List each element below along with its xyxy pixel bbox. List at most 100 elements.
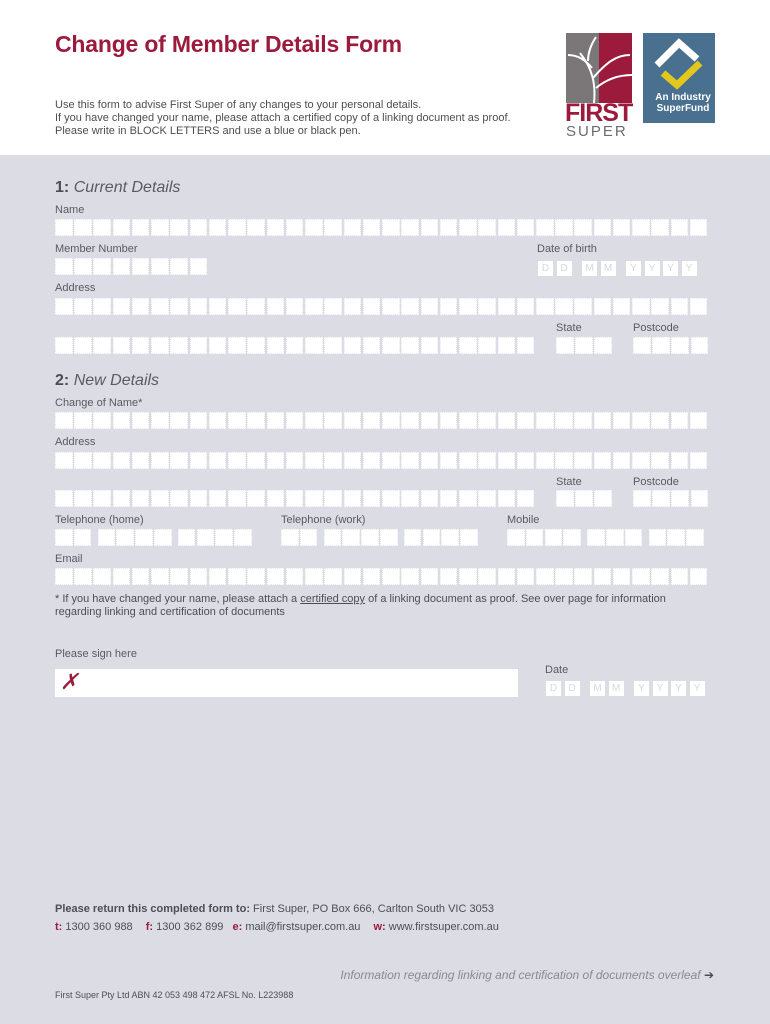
sign-date-box[interactable]: Y <box>634 681 649 696</box>
name-box[interactable] <box>189 219 208 236</box>
new-address-line2-box[interactable] <box>208 490 227 507</box>
address-box[interactable] <box>74 298 92 315</box>
new-name-box[interactable] <box>555 412 573 429</box>
new-address-line2-box[interactable] <box>266 490 285 507</box>
new-postcode-box[interactable] <box>671 490 689 507</box>
new-address-box[interactable] <box>574 452 592 469</box>
tel-home-box[interactable] <box>154 529 172 546</box>
new-address-line2-box[interactable] <box>497 490 516 507</box>
new-address-box[interactable] <box>208 452 227 469</box>
address-line2-box[interactable] <box>305 337 323 354</box>
new-name-box[interactable] <box>112 412 131 429</box>
address-box[interactable] <box>112 298 131 315</box>
new-name-box[interactable] <box>74 412 92 429</box>
new-address-box[interactable] <box>555 452 573 469</box>
new-address-line2-box[interactable] <box>170 490 188 507</box>
email-box[interactable] <box>670 568 689 585</box>
address-box[interactable] <box>362 298 381 315</box>
new-address-box[interactable] <box>228 452 246 469</box>
new-name-box[interactable] <box>459 412 477 429</box>
name-box[interactable] <box>497 219 516 236</box>
new-address-box[interactable] <box>189 452 208 469</box>
new-name-box[interactable] <box>593 412 612 429</box>
tel-home-box[interactable] <box>116 529 134 546</box>
tel-home-box[interactable] <box>215 529 233 546</box>
new-address-box[interactable] <box>343 452 362 469</box>
tel-home-box[interactable] <box>97 529 116 546</box>
new-address-box[interactable] <box>285 452 304 469</box>
address-line2-box[interactable] <box>420 337 439 354</box>
postcode-box[interactable] <box>633 337 651 354</box>
email-box[interactable] <box>689 568 708 585</box>
new-name-box[interactable] <box>285 412 304 429</box>
address-box[interactable] <box>574 298 592 315</box>
address-line2-box[interactable] <box>131 337 150 354</box>
new-name-box[interactable] <box>516 412 535 429</box>
address-line2-box[interactable] <box>55 337 73 354</box>
address-box[interactable] <box>420 298 439 315</box>
address-line2-box[interactable] <box>74 337 92 354</box>
email-box[interactable] <box>247 568 265 585</box>
email-box[interactable] <box>170 568 188 585</box>
new-name-box[interactable] <box>420 412 439 429</box>
address-box[interactable] <box>324 298 342 315</box>
new-state-box[interactable] <box>594 490 612 507</box>
email-box[interactable] <box>401 568 419 585</box>
new-address-line2-box[interactable] <box>439 490 458 507</box>
address-box[interactable] <box>151 298 169 315</box>
name-box[interactable] <box>516 219 535 236</box>
name-box[interactable] <box>612 219 631 236</box>
address-line2-box[interactable] <box>459 337 477 354</box>
address-box[interactable] <box>670 298 689 315</box>
address-line2-box[interactable] <box>401 337 419 354</box>
tel-work-box[interactable] <box>422 529 441 546</box>
new-name-box[interactable] <box>266 412 285 429</box>
new-name-box[interactable] <box>324 412 342 429</box>
tel-work-box[interactable] <box>342 529 360 546</box>
tel-work-box[interactable] <box>299 529 318 546</box>
email-box[interactable] <box>112 568 131 585</box>
address-line2-box[interactable] <box>285 337 304 354</box>
state-box[interactable] <box>594 337 612 354</box>
name-box[interactable] <box>324 219 342 236</box>
new-address-line2-box[interactable] <box>362 490 381 507</box>
new-address-line2-box[interactable] <box>285 490 304 507</box>
name-box[interactable] <box>170 219 188 236</box>
new-address-line2-box[interactable] <box>324 490 342 507</box>
new-name-box[interactable] <box>151 412 169 429</box>
name-box[interactable] <box>74 219 92 236</box>
member-number-box[interactable] <box>151 258 169 275</box>
email-box[interactable] <box>420 568 439 585</box>
new-address-line2-box[interactable] <box>478 490 496 507</box>
dob-box[interactable]: Y <box>626 261 641 276</box>
new-address-box[interactable] <box>170 452 188 469</box>
certified-copy-link[interactable]: certified copy <box>300 593 366 605</box>
new-address-box[interactable] <box>112 452 131 469</box>
tel-home-box[interactable] <box>73 529 92 546</box>
email-box[interactable] <box>574 568 592 585</box>
postcode-box[interactable] <box>671 337 689 354</box>
address-box[interactable] <box>228 298 246 315</box>
tel-work-box[interactable] <box>460 529 478 546</box>
new-name-box[interactable] <box>439 412 458 429</box>
address-line2-box[interactable] <box>343 337 362 354</box>
name-box[interactable] <box>228 219 246 236</box>
email-box[interactable] <box>632 568 650 585</box>
address-box[interactable] <box>651 298 669 315</box>
address-line2-box[interactable] <box>497 337 516 354</box>
mobile-box[interactable] <box>648 529 667 546</box>
address-box[interactable] <box>305 298 323 315</box>
state-box[interactable] <box>556 337 574 354</box>
new-address-box[interactable] <box>670 452 689 469</box>
address-box[interactable] <box>55 298 73 315</box>
email-box[interactable] <box>651 568 669 585</box>
email-box[interactable] <box>439 568 458 585</box>
tel-home-box[interactable] <box>177 529 196 546</box>
new-address-line2-box[interactable] <box>382 490 400 507</box>
name-box[interactable] <box>574 219 592 236</box>
new-address-box[interactable] <box>516 452 535 469</box>
name-box[interactable] <box>112 219 131 236</box>
new-address-box[interactable] <box>497 452 516 469</box>
address-box[interactable] <box>382 298 400 315</box>
address-box[interactable] <box>516 298 535 315</box>
